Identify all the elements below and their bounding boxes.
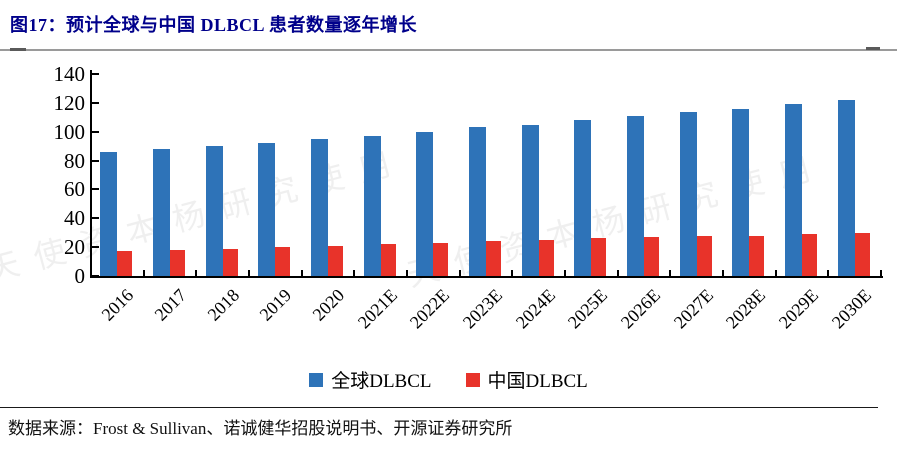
y-axis-line (90, 70, 92, 278)
bar-china-2021E (380, 244, 396, 276)
legend-item-global: 全球DLBCL (309, 366, 432, 393)
y-axis-tick-mark (92, 73, 99, 75)
bar-chart: 0 20 40 60 80 100 120 140 2016 2017 2018 2019 2020 20… (0, 50, 897, 360)
bar-global-2019 (258, 143, 276, 276)
legend-swatch-china-red (465, 372, 480, 387)
page-title: 图17：预计全球与中国 DLBCL 患者数量逐年增长 (10, 15, 418, 35)
y-axis-tick-label: 140 (53, 62, 86, 86)
legend-swatch-global-blue (309, 372, 324, 387)
x-axis-tick-mark (669, 270, 672, 276)
bar-china-2024E (538, 239, 554, 276)
bar-global-2016 (100, 151, 118, 276)
x-axis-line (90, 276, 883, 278)
x-axis-tick-mark (880, 270, 882, 276)
bar-global-2021E (363, 136, 381, 276)
bar-global-2022E (416, 131, 434, 276)
bar-global-2018 (205, 146, 223, 276)
y-axis-tick-mark (92, 101, 99, 104)
title-underline (0, 49, 897, 51)
bar-china-2017 (170, 250, 185, 276)
bar-china-2025E (591, 238, 607, 276)
bar-china-2019 (275, 247, 291, 276)
bar-china-2020 (328, 245, 343, 276)
bar-global-2028E (732, 108, 750, 276)
y-axis-tick-label: 100 (53, 119, 86, 144)
title-underline-dash-left (10, 48, 26, 51)
bar-global-2023E (469, 127, 486, 276)
chart-legend: 全球DLBCL 中国DLBCL (0, 366, 897, 393)
x-axis-tick-mark (722, 270, 724, 276)
bar-global-2020 (311, 138, 328, 276)
y-axis-tick-mark (92, 217, 99, 220)
x-axis-tick-mark (406, 270, 408, 276)
y-axis-tick-mark (92, 130, 99, 133)
y-axis-tick-mark (92, 188, 99, 191)
bar-global-2029E (785, 104, 802, 276)
y-axis-tick-label: 0 (74, 264, 86, 288)
bar-china-2018 (222, 248, 238, 276)
bar-global-2017 (153, 149, 170, 276)
y-axis-tick-label: 80 (64, 148, 85, 173)
y-axis-tick-mark (92, 246, 99, 249)
bar-china-2022E (433, 242, 449, 276)
bar-global-2024E (521, 124, 539, 276)
bar-china-2030E (854, 232, 870, 276)
bar-china-2028E (749, 235, 765, 276)
y-axis-tick-mark (92, 275, 99, 277)
y-axis-tick-label: 60 (64, 177, 85, 202)
y-axis-tick-label: 40 (64, 206, 85, 231)
title-underline-dash-right (866, 47, 880, 50)
x-axis-tick-mark (195, 270, 198, 276)
source-note: 数据来源：Frost & Sullivan、诺诚健华招股说明书、开源证券研究所 (8, 419, 513, 438)
x-axis-tick-mark (142, 270, 145, 276)
legend-label-global: 全球DLBCL (331, 371, 432, 392)
bar-global-2026E (627, 115, 644, 276)
bar-global-2027E (679, 111, 697, 276)
x-axis-tick-mark (511, 270, 514, 276)
y-axis-tick-mark (92, 159, 99, 162)
footer-divider-line (0, 407, 878, 408)
bar-china-2029E (802, 234, 817, 276)
bar-china-2026E (644, 237, 659, 276)
bar-china-2016 (117, 251, 133, 276)
x-axis-tick-mark (827, 270, 830, 276)
bar-global-2030E (837, 99, 855, 276)
bar-china-2023E (486, 241, 501, 276)
x-axis-tick-mark (248, 270, 250, 276)
x-axis-tick-mark (458, 270, 461, 276)
legend-item-china: 中国DLBCL (465, 366, 588, 393)
x-axis-tick-mark (300, 270, 303, 276)
bar-china-2027E (696, 235, 712, 276)
x-axis-tick-mark (564, 270, 566, 276)
x-axis-tick-mark (90, 270, 92, 276)
x-axis-tick-mark (616, 270, 619, 276)
x-axis-tick-mark (353, 270, 356, 276)
x-axis-tick-mark (774, 270, 777, 276)
y-axis-tick-label: 20 (64, 235, 85, 260)
y-axis-tick-label: 120 (53, 90, 86, 115)
legend-label-china: 中国DLBCL (487, 371, 588, 392)
bar-global-2025E (574, 120, 592, 276)
